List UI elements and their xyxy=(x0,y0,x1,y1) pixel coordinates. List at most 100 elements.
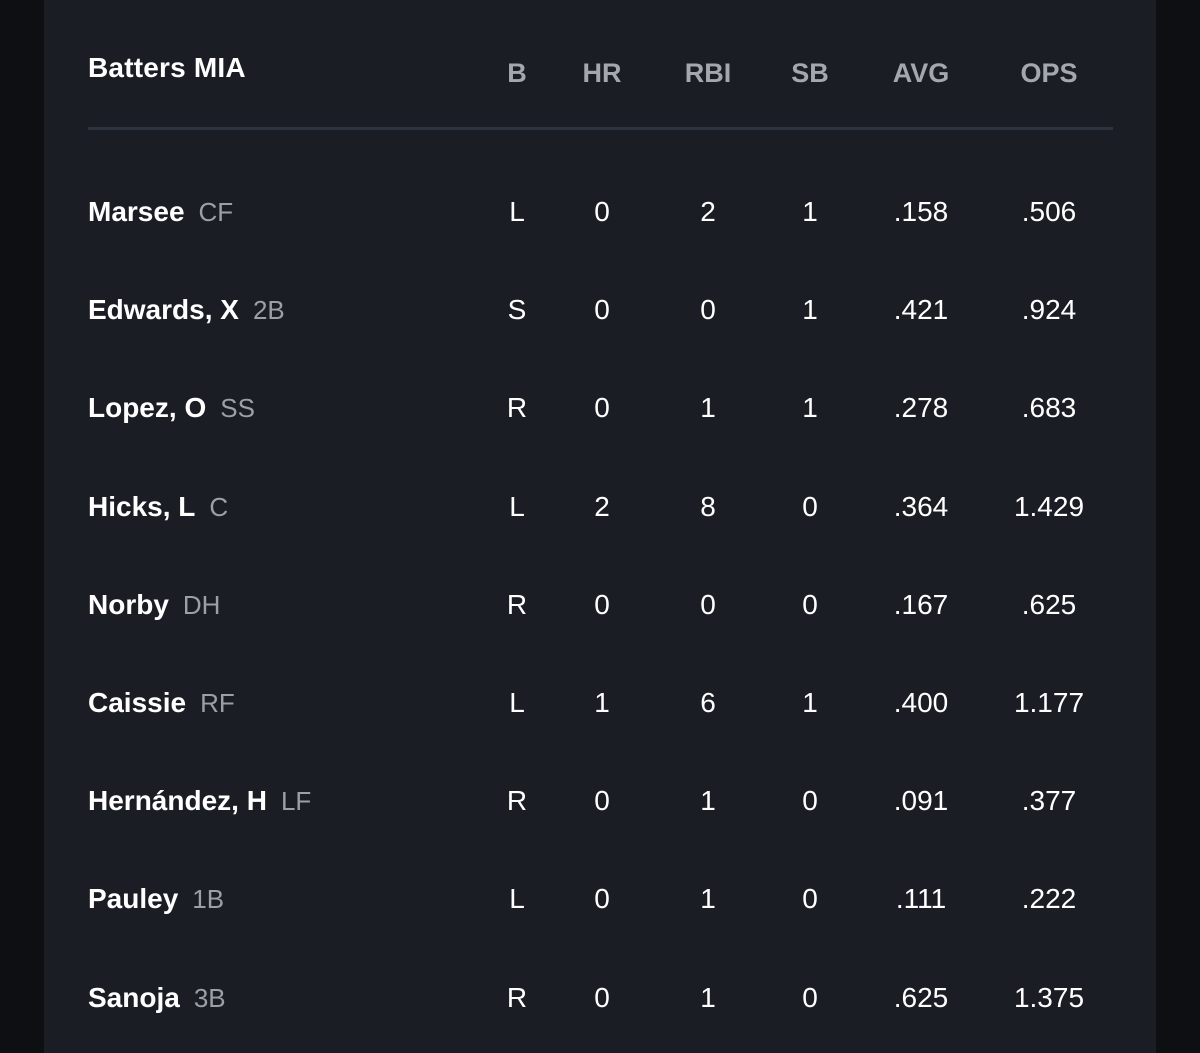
table-row[interactable]: Hernández, H LF R 0 1 0 .091 .377 xyxy=(88,771,1113,831)
stat-hr: 0 xyxy=(594,294,610,325)
player-position: 2B xyxy=(252,295,285,325)
player-name[interactable]: Lopez, O xyxy=(88,392,207,423)
player-name[interactable]: Norby xyxy=(88,589,169,620)
stat-hr: 1 xyxy=(594,687,610,718)
stat-sb: 1 xyxy=(802,294,818,325)
player-position: CF xyxy=(198,197,234,227)
player-name[interactable]: Sanoja xyxy=(88,982,180,1013)
stat-hr: 0 xyxy=(594,589,610,620)
col-header-hr[interactable]: HR xyxy=(582,58,622,88)
table-row[interactable]: Lopez, O SS R 0 1 1 .278 .683 xyxy=(88,378,1113,438)
stat-ops: 1.429 xyxy=(1013,491,1085,522)
stat-avg: .091 xyxy=(893,785,949,816)
player-position: 3B xyxy=(193,983,226,1013)
table-row[interactable]: Sanoja 3B R 0 1 0 .625 1.375 xyxy=(88,968,1113,1028)
stat-avg: .278 xyxy=(893,392,949,423)
stat-sb: 0 xyxy=(802,883,818,914)
player-cell: Norby DH xyxy=(88,575,220,640)
stat-rbi: 1 xyxy=(700,982,716,1013)
header-divider xyxy=(88,127,1113,130)
table-row[interactable]: Hicks, L C L 2 8 0 .364 1.429 xyxy=(88,477,1113,537)
col-header-sb[interactable]: SB xyxy=(791,58,829,88)
stat-hr: 0 xyxy=(594,982,610,1013)
player-cell: Hicks, L C xyxy=(88,477,228,542)
table-row[interactable]: Caissie RF L 1 6 1 .400 1.177 xyxy=(88,673,1113,733)
stat-avg: .111 xyxy=(895,883,947,914)
player-cell: Hernández, H LF xyxy=(88,771,311,836)
stat-sb: 0 xyxy=(802,491,818,522)
col-header-avg[interactable]: AVG xyxy=(892,58,950,88)
stat-hr: 0 xyxy=(594,196,610,227)
stat-hr: 0 xyxy=(594,883,610,914)
stat-hr: 0 xyxy=(594,392,610,423)
table-row[interactable]: Pauley 1B L 0 1 0 .111 .222 xyxy=(88,869,1113,929)
stat-b: L xyxy=(509,883,525,914)
table-title: Batters MIA xyxy=(88,52,246,83)
player-name[interactable]: Caissie xyxy=(88,687,187,718)
player-name[interactable]: Hernández, H xyxy=(88,785,267,816)
stat-ops: .625 xyxy=(1021,589,1077,620)
stat-rbi: 1 xyxy=(700,883,716,914)
player-position: SS xyxy=(220,393,255,423)
player-position: LF xyxy=(280,786,312,816)
stat-b: S xyxy=(507,294,527,325)
stat-avg: .625 xyxy=(893,982,949,1013)
stat-rbi: 0 xyxy=(700,589,716,620)
stat-b: L xyxy=(509,491,525,522)
stat-rbi: 2 xyxy=(700,196,716,227)
stat-ops: 1.375 xyxy=(1013,982,1085,1013)
col-header-rbi[interactable]: RBI xyxy=(684,58,732,88)
stat-ops: .377 xyxy=(1021,785,1077,816)
stat-ops: 1.177 xyxy=(1013,687,1085,718)
stat-b: R xyxy=(506,982,528,1013)
stat-ops: .683 xyxy=(1021,392,1077,423)
stat-rbi: 1 xyxy=(700,785,716,816)
player-cell: Pauley 1B xyxy=(88,869,224,934)
stat-rbi: 1 xyxy=(700,392,716,423)
stat-avg: .400 xyxy=(893,687,949,718)
stat-sb: 0 xyxy=(802,785,818,816)
stat-ops: .506 xyxy=(1021,196,1077,227)
stat-sb: 0 xyxy=(802,982,818,1013)
table-header: Batters MIA xyxy=(88,0,1113,128)
stat-sb: 0 xyxy=(802,589,818,620)
stat-b: R xyxy=(506,392,528,423)
player-cell: Sanoja 3B xyxy=(88,968,226,1033)
stat-b: R xyxy=(506,589,528,620)
stat-ops: .222 xyxy=(1021,883,1077,914)
stat-b: L xyxy=(509,687,525,718)
player-cell: Lopez, O SS xyxy=(88,378,255,443)
batters-panel xyxy=(44,0,1156,1053)
stat-sb: 1 xyxy=(802,687,818,718)
stat-avg: .158 xyxy=(893,196,949,227)
stat-avg: .364 xyxy=(893,491,949,522)
stat-hr: 2 xyxy=(594,491,610,522)
player-position: RF xyxy=(200,688,235,718)
stat-rbi: 0 xyxy=(700,294,716,325)
player-cell: Marsee CF xyxy=(88,182,233,247)
player-position: 1B xyxy=(192,884,225,914)
player-position: DH xyxy=(182,590,221,620)
player-name[interactable]: Edwards, X xyxy=(88,294,239,325)
stat-sb: 1 xyxy=(802,196,818,227)
col-header-b[interactable]: B xyxy=(507,58,527,88)
stat-sb: 1 xyxy=(802,392,818,423)
table-row[interactable]: Norby DH R 0 0 0 .167 .625 xyxy=(88,575,1113,635)
stat-ops: .924 xyxy=(1021,294,1077,325)
player-position: C xyxy=(209,492,229,522)
table-row[interactable]: Edwards, X 2B S 0 0 1 .421 .924 xyxy=(88,280,1113,340)
stat-rbi: 6 xyxy=(700,687,716,718)
player-name[interactable]: Marsee xyxy=(88,196,185,227)
stat-avg: .167 xyxy=(893,589,949,620)
stat-b: R xyxy=(506,785,528,816)
col-header-ops[interactable]: OPS xyxy=(1020,58,1078,88)
player-name[interactable]: Pauley xyxy=(88,883,179,914)
stat-b: L xyxy=(509,196,525,227)
stat-hr: 0 xyxy=(594,785,610,816)
stat-rbi: 8 xyxy=(700,491,716,522)
table-row[interactable]: Marsee CF L 0 2 1 .158 .506 xyxy=(88,182,1113,242)
stat-avg: .421 xyxy=(893,294,949,325)
player-name[interactable]: Hicks, L xyxy=(88,491,196,522)
player-cell: Edwards, X 2B xyxy=(88,280,285,345)
player-cell: Caissie RF xyxy=(88,673,235,738)
